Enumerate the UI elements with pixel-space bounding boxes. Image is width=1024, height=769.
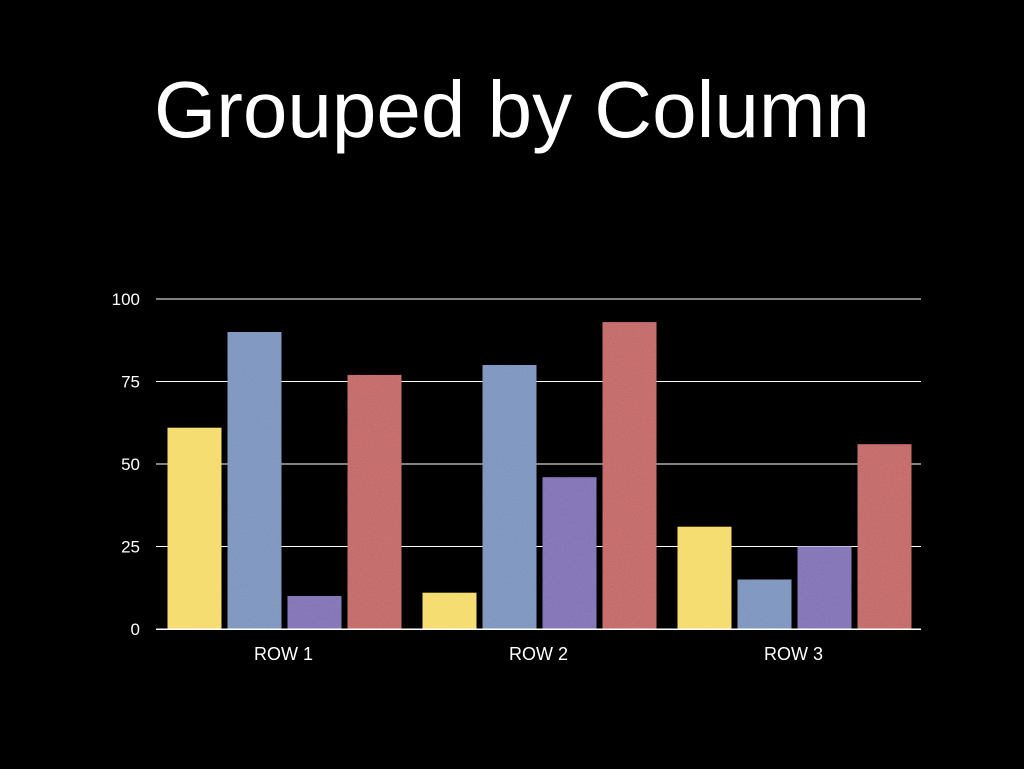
x-tick-label: ROW 1 — [254, 644, 313, 664]
y-tick-label: 25 — [121, 538, 140, 557]
bar-series-3-row-2 — [542, 477, 597, 629]
y-tick-label: 0 — [131, 620, 140, 639]
bar-series-1-row-2 — [422, 592, 477, 629]
bar-series-3-row-3 — [797, 546, 852, 629]
y-tick-label: 50 — [121, 455, 140, 474]
y-tick-label: 75 — [121, 373, 140, 392]
bar-series-4-row-2 — [602, 322, 657, 629]
bar-series-2-row-3 — [737, 579, 792, 629]
y-tick-label: 100 — [112, 290, 140, 309]
y-axis-ticks: 0 25 50 75 100 — [112, 290, 140, 639]
x-tick-label: ROW 3 — [764, 644, 823, 664]
x-axis-ticks: ROW 1 ROW 2 ROW 3 — [254, 644, 823, 664]
bar-series-4-row-1 — [347, 374, 402, 629]
bar-series-3-row-1 — [287, 596, 342, 629]
bar-series-1-row-1 — [167, 427, 222, 629]
bar-series-4-row-3 — [857, 444, 912, 629]
bar-series-2-row-1 — [227, 332, 282, 629]
bars — [156, 322, 921, 630]
bar-series-1-row-3 — [677, 526, 732, 629]
x-tick-label: ROW 2 — [509, 644, 568, 664]
slide-title: Grouped by Column — [154, 65, 870, 154]
bar-series-2-row-2 — [482, 365, 537, 629]
